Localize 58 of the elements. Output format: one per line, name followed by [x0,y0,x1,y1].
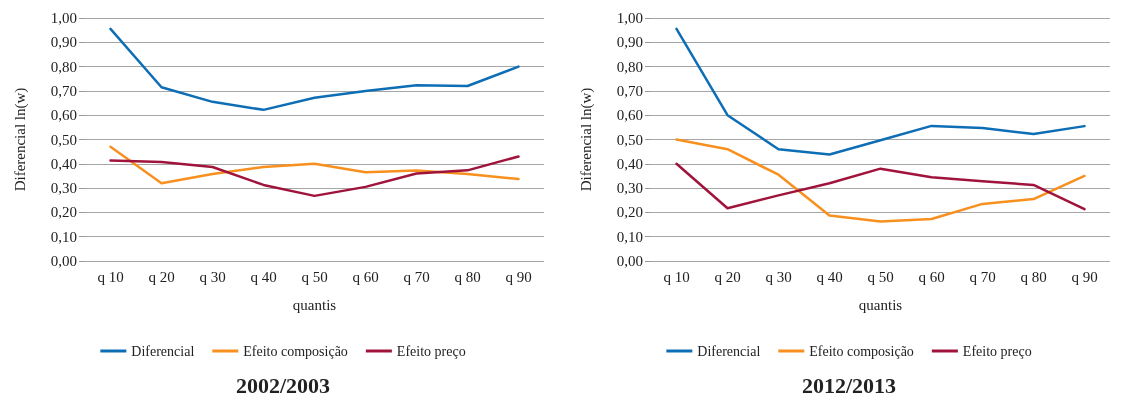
y-tick-label: 0,90 [616,34,643,51]
legend-label: Diferencial [131,343,195,359]
y-tick-label: 0,20 [50,204,77,221]
y-tick-label: 0,80 [50,58,77,75]
legend-label: Efeito preço [396,343,466,359]
x-tick-label: q 20 [714,268,741,285]
text: 2002/2003 [235,372,331,398]
x-tick-label: q 80 [1020,268,1047,285]
legend-label: Efeito composição [809,343,914,359]
x-tick-label: q 50 [301,268,328,285]
y-tick-label: 0,30 [50,180,77,197]
y-tick-label: 0,20 [616,204,643,221]
y-tick-label: 0,30 [616,180,643,197]
x-tick-label: q 10 [97,268,124,285]
y-tick-label: 0,10 [616,228,643,245]
y-tick-label: 0,50 [50,131,77,148]
y-tick-label: 1,00 [616,10,643,26]
x-tick-label: q 40 [250,268,277,285]
legend-label: Efeito composição [243,343,348,359]
x-tick-label: q 30 [765,268,792,285]
x-axis-title: quantis [858,296,903,313]
y-tick-label: 0,90 [50,34,77,51]
legend-label: Efeito preço [962,343,1032,359]
y-tick-label: 0,10 [50,228,77,245]
x-tick-label: q 30 [199,268,226,285]
y-axis-title: Diferencial ln(w) [11,87,29,192]
y-tick-label: 0,80 [616,58,643,75]
x-axis-title: quantis [292,296,337,313]
y-tick-label: 0,40 [50,155,77,172]
x-tick-label: q 40 [816,268,843,285]
text: 2012/2013 [801,372,897,398]
x-tick-label: q 20 [148,268,175,285]
x-tick-label: q 90 [505,268,532,285]
y-tick-label: 0,60 [50,107,77,124]
line-series [675,162,1086,211]
y-tick-label: 1,00 [50,10,77,26]
line-series [109,27,520,112]
legend-label: Diferencial [697,343,761,359]
y-tick-label: 0,40 [616,155,643,172]
x-tick-label: q 10 [663,268,690,285]
x-tick-label: q 70 [403,268,430,285]
y-tick-label: 0,70 [616,82,643,99]
x-tick-label: q 60 [918,268,945,285]
line-series [109,145,520,185]
x-tick-label: q 60 [352,268,379,285]
y-tick-label: 0,00 [50,253,77,269]
line-series [675,27,1086,156]
x-tick-label: q 80 [454,268,481,285]
y-tick-label: 0,60 [616,107,643,124]
x-tick-label: q 50 [867,268,894,285]
line-series [675,138,1086,223]
line-series [109,155,520,198]
y-tick-label: 0,70 [50,82,77,99]
x-tick-label: q 70 [969,268,996,285]
x-tick-label: q 90 [1071,268,1098,285]
y-tick-label: 0,00 [616,253,643,269]
y-axis-title: Diferencial ln(w) [577,87,595,192]
y-tick-label: 0,50 [616,131,643,148]
